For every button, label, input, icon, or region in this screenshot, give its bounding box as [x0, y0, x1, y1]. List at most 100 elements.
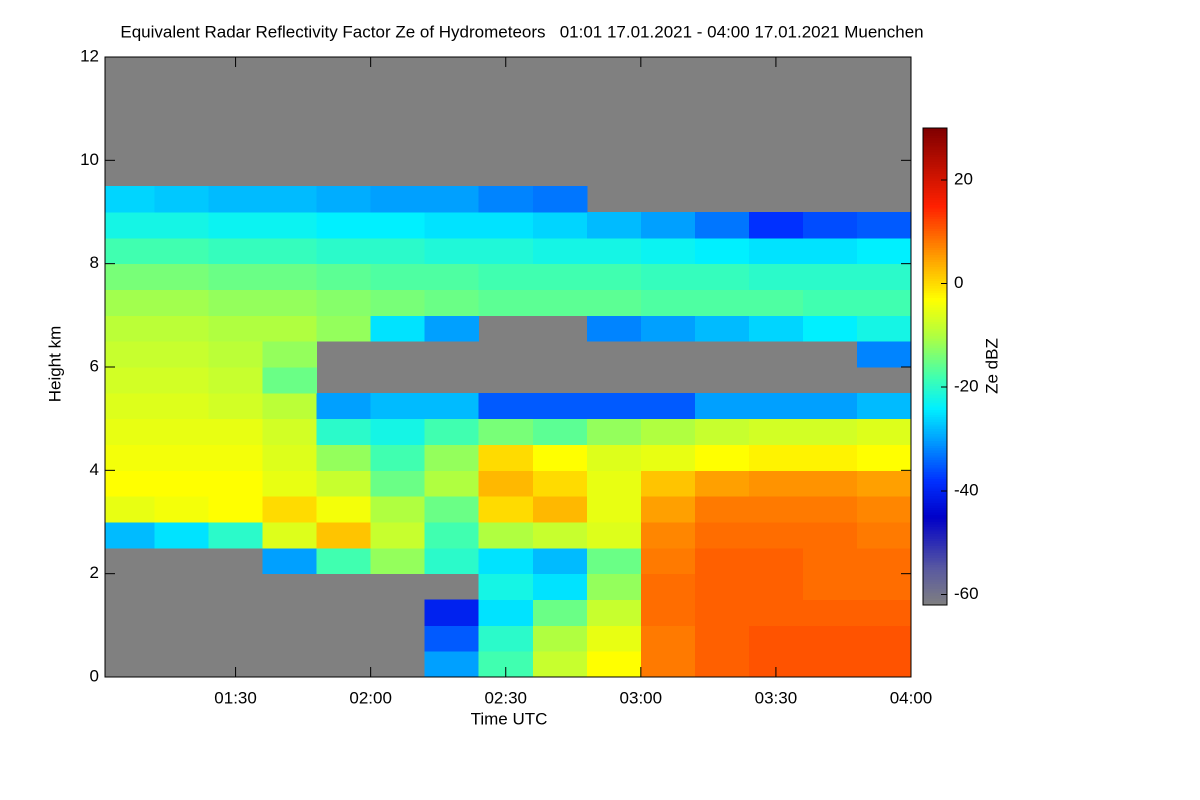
colorbar-segment — [923, 197, 947, 201]
cell — [262, 315, 318, 342]
colorbar-segment — [923, 311, 947, 315]
colorbar-segment — [923, 237, 947, 241]
cell — [424, 237, 480, 265]
cell — [532, 470, 588, 497]
colorbar-segment — [923, 314, 947, 318]
cell — [154, 522, 210, 549]
cell — [262, 444, 318, 471]
colorbar-segment — [923, 213, 947, 217]
colorbar-segment — [923, 137, 947, 141]
cell — [262, 522, 318, 549]
cell — [478, 212, 534, 239]
cell — [262, 186, 318, 213]
cell — [586, 547, 642, 575]
colorbar-segment — [923, 271, 947, 275]
colorbar-segment — [923, 290, 947, 294]
colorbar-segment — [923, 349, 947, 353]
colorbar-segment — [923, 347, 947, 351]
colorbar-segment — [923, 128, 947, 131]
colorbar-segment — [923, 306, 947, 310]
colorbar-label: Ze dBZ — [982, 338, 1001, 394]
colorbar-segment — [923, 225, 947, 229]
colorbar-segment — [923, 325, 947, 329]
cell — [748, 496, 804, 523]
cell — [640, 547, 696, 575]
cell — [424, 418, 480, 445]
cell — [586, 599, 642, 626]
cell — [478, 392, 534, 420]
colorbar-segment — [923, 266, 947, 270]
colorbar-segment — [923, 263, 947, 267]
colorbar-segment — [923, 416, 947, 420]
colorbar-segment — [923, 206, 947, 210]
cell — [586, 289, 642, 316]
colorbar-segment — [923, 535, 947, 539]
colorbar-segment — [923, 376, 947, 380]
cell — [316, 237, 372, 265]
cell — [262, 392, 318, 420]
colorbar-tick-label: -40 — [954, 480, 979, 499]
cell — [154, 212, 210, 239]
colorbar-segment — [923, 366, 947, 370]
colorbar-segment — [923, 249, 947, 253]
cell — [694, 599, 750, 626]
colorbar-segment — [923, 454, 947, 458]
cell — [370, 392, 426, 420]
cell — [586, 651, 642, 678]
cell — [105, 263, 156, 290]
cell — [748, 289, 804, 316]
colorbar-segment — [923, 330, 947, 334]
cell — [370, 496, 426, 523]
cell — [105, 315, 156, 342]
colorbar-segment — [923, 299, 947, 303]
colorbar-segment — [923, 452, 947, 456]
cell — [856, 418, 912, 445]
colorbar-segment — [923, 345, 947, 349]
cell — [262, 470, 318, 497]
colorbar-segment — [923, 147, 947, 151]
cell — [802, 651, 858, 678]
cell — [154, 392, 210, 420]
cell — [262, 547, 318, 575]
cell — [154, 496, 210, 523]
colorbar-segment — [923, 399, 947, 403]
colorbar-segment — [923, 194, 947, 198]
cell — [424, 315, 480, 342]
colorbar-segment — [923, 538, 947, 542]
colorbar-segment — [923, 333, 947, 337]
colorbar-segment — [923, 356, 947, 360]
cell — [640, 522, 696, 549]
colorbar-segment — [923, 280, 947, 284]
cell — [370, 237, 426, 265]
x-tick-label: 03:30 — [755, 688, 798, 707]
cell — [640, 263, 696, 290]
cell — [640, 599, 696, 626]
cell — [478, 289, 534, 316]
cell — [856, 599, 912, 626]
colorbar-segment — [923, 545, 947, 549]
cell — [532, 444, 588, 471]
cell — [262, 212, 318, 239]
colorbar-segment — [923, 285, 947, 289]
colorbar-segment — [923, 135, 947, 139]
colorbar-segment — [923, 275, 947, 279]
colorbar-segment — [923, 337, 947, 341]
cell — [105, 237, 156, 265]
cell — [262, 237, 318, 265]
colorbar-segment — [923, 521, 947, 525]
y-tick-label: 8 — [90, 253, 99, 272]
cell — [640, 212, 696, 239]
cell — [316, 315, 372, 342]
colorbar-segment — [923, 340, 947, 344]
colorbar-segment — [923, 578, 947, 582]
cell — [586, 212, 642, 239]
cell — [105, 444, 156, 471]
cell — [748, 315, 804, 342]
cell — [586, 625, 642, 652]
chart-title: Equivalent Radar Reflectivity Factor Ze … — [120, 22, 923, 41]
cell — [748, 418, 804, 445]
colorbar-segment — [923, 526, 947, 530]
cell — [262, 289, 318, 316]
colorbar-segment — [923, 175, 947, 179]
cell — [370, 289, 426, 316]
